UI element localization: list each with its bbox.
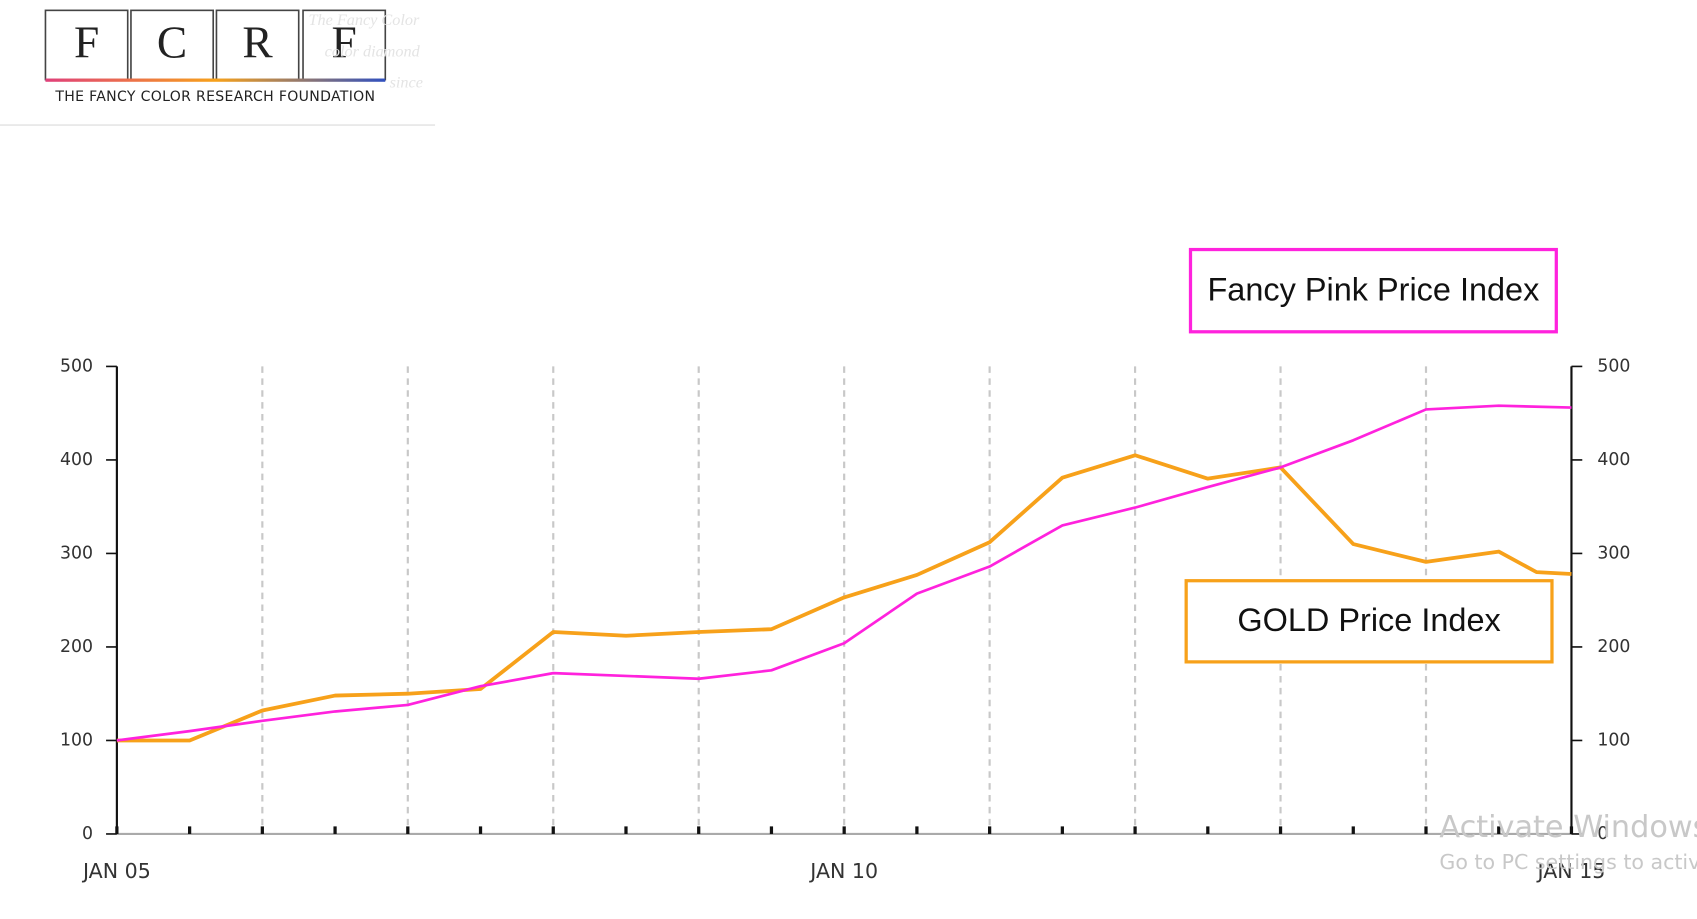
plot: 0 100 200 300 400 500 0 100 200 300 400 500 JAN 05 JA… xyxy=(60,247,1630,883)
y2-tick-label: 200 xyxy=(1597,637,1630,657)
faded-text: The Fancy Color xyxy=(308,11,420,29)
overlay-text: Go to PC settings to activate Windows. xyxy=(1439,850,1697,874)
logo-bar xyxy=(45,78,386,82)
y2-tick-label: 300 xyxy=(1597,543,1630,563)
faded-text: color diamond xyxy=(325,42,421,60)
y-tick-label: 500 xyxy=(60,356,93,376)
series-line xyxy=(116,453,1572,743)
logo-caption: THE FANCY COLOR RESEARCH FOUNDATION xyxy=(54,89,375,105)
os-overlay: Activate Windows Go to PC settings to ac… xyxy=(1439,810,1697,874)
y2-tick-label: 0 xyxy=(1597,824,1608,844)
faded-text: since xyxy=(390,74,423,92)
y2-tick-label: 500 xyxy=(1597,356,1630,376)
overlay-text: Activate Windows xyxy=(1439,810,1697,845)
series-line xyxy=(116,404,1572,742)
logo: F C R F THE FANCY COLOR RESEARCH FOUNDAT… xyxy=(0,9,436,126)
legend-box xyxy=(1184,579,1554,664)
y2-tick-label: 100 xyxy=(1597,730,1630,750)
y2-tick-label: 400 xyxy=(1597,450,1630,470)
y-tick-label: 300 xyxy=(60,543,93,563)
logo-letter: R xyxy=(242,17,273,68)
logo-letter: C xyxy=(157,17,187,68)
x-tick-label: JAN 15 xyxy=(1536,859,1606,883)
y-tick-label: 400 xyxy=(60,450,93,470)
y-tick-label: 100 xyxy=(60,730,93,750)
x-tick-label: JAN 10 xyxy=(808,859,878,883)
legend-label: Fancy Pink Price Index xyxy=(1207,271,1539,307)
legend-box xyxy=(1188,247,1558,334)
y-tick-label: 0 xyxy=(82,824,93,844)
y-tick-label: 200 xyxy=(60,637,93,657)
logo-letter: F xyxy=(332,17,357,68)
logo-letter: F xyxy=(74,17,99,68)
x-tick-label: JAN 05 xyxy=(81,859,151,883)
legend-label: GOLD Price Index xyxy=(1237,602,1500,638)
